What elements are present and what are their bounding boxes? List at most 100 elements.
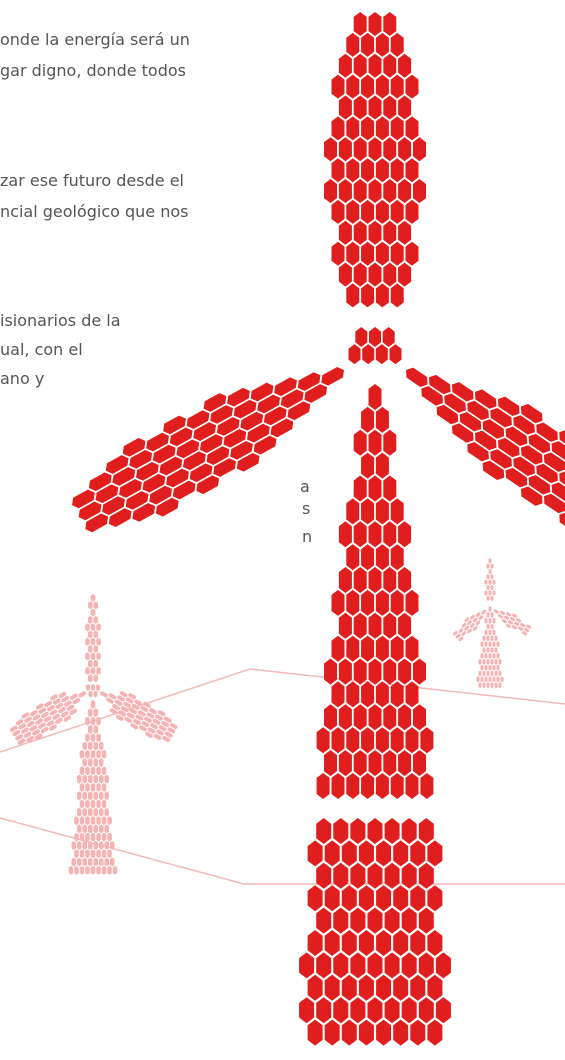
- hexagon: [91, 717, 96, 726]
- hexagon: [410, 975, 425, 1001]
- hexagon: [299, 997, 314, 1023]
- hexagon: [107, 866, 112, 875]
- hexagon: [94, 741, 99, 750]
- hexagon: [369, 613, 382, 639]
- turbine-part: [59, 335, 363, 552]
- hexagon: [489, 629, 492, 635]
- hexagon: [398, 137, 411, 161]
- hexagon: [346, 242, 359, 266]
- hexagon: [308, 885, 323, 911]
- hexagon: [485, 579, 488, 585]
- hexagon: [385, 908, 400, 934]
- hexagon: [359, 975, 374, 1001]
- hexagon: [107, 849, 112, 858]
- hexagon: [332, 590, 345, 616]
- hexagon: [369, 521, 382, 547]
- hexagon: [481, 676, 484, 682]
- hexagon: [376, 116, 389, 140]
- hexagon: [333, 952, 348, 978]
- hexagon: [317, 773, 330, 799]
- hexagon: [361, 498, 374, 524]
- hexagon: [91, 833, 96, 842]
- hexagon: [419, 997, 434, 1023]
- hexagon: [91, 816, 96, 825]
- hexagon: [94, 725, 99, 734]
- paragraph-line: ual, con el: [0, 340, 83, 359]
- turbine-part: [86, 684, 100, 698]
- hexagon: [398, 704, 411, 730]
- hexagon: [495, 647, 498, 653]
- hexagon: [96, 623, 101, 631]
- hexagon: [368, 908, 383, 934]
- hexagon: [493, 590, 496, 596]
- hexagon: [94, 824, 99, 833]
- hexagon: [487, 624, 490, 630]
- hexagon: [96, 652, 101, 660]
- hexagon: [487, 574, 490, 580]
- hexagon: [74, 833, 79, 842]
- hexagon: [376, 773, 389, 799]
- hexagon: [501, 676, 504, 682]
- hexagon: [316, 818, 331, 844]
- hexagon: [487, 659, 490, 665]
- hexagon: [96, 750, 101, 759]
- hexagon: [333, 997, 348, 1023]
- hexagon: [413, 750, 426, 776]
- hexagon: [99, 758, 104, 767]
- hexagon: [339, 567, 352, 593]
- hexagon: [556, 510, 565, 534]
- hexagon: [102, 866, 107, 875]
- hexagon: [354, 750, 367, 776]
- hexagon: [383, 179, 396, 203]
- hexagon: [361, 727, 374, 753]
- hexagon: [393, 975, 408, 1001]
- hexagon: [346, 773, 359, 799]
- hexagon: [406, 727, 419, 753]
- hexagon: [493, 618, 496, 624]
- hexagon: [485, 590, 488, 596]
- hexagon: [410, 930, 425, 956]
- hexagon: [91, 750, 96, 759]
- hexagon: [493, 629, 496, 635]
- hexagon: [107, 833, 112, 842]
- hexagon: [332, 681, 345, 707]
- hexagon: [398, 179, 411, 203]
- hexagon: [398, 221, 411, 245]
- hexagon: [354, 54, 367, 78]
- hexagon: [489, 618, 492, 624]
- hexagon: [391, 242, 404, 266]
- hexagon: [83, 791, 88, 800]
- paragraph-line: isionarios de la: [0, 311, 121, 330]
- hexagon: [361, 200, 374, 224]
- hexagon: [77, 858, 82, 867]
- hexagon: [489, 606, 492, 612]
- hexagon: [316, 908, 331, 934]
- hexagon: [406, 75, 419, 99]
- hexagon: [383, 221, 396, 245]
- hexagon: [398, 96, 411, 120]
- hexagon: [99, 775, 104, 784]
- hexagon: [354, 96, 367, 120]
- hexagon: [354, 12, 367, 36]
- hexagon: [485, 618, 488, 624]
- hexagon: [391, 75, 404, 99]
- hexagon: [485, 653, 488, 659]
- hexagon: [383, 521, 396, 547]
- hexagon: [368, 818, 383, 844]
- hexagon: [72, 858, 77, 867]
- hexagon: [88, 841, 93, 850]
- hexagon: [354, 179, 367, 203]
- hexagon: [91, 638, 96, 646]
- hexagon: [369, 263, 382, 287]
- hexagon: [83, 775, 88, 784]
- hexagon: [376, 885, 391, 911]
- hexagon: [83, 758, 88, 767]
- hexagon: [398, 613, 411, 639]
- hexagon: [85, 766, 90, 775]
- hexagon: [105, 791, 110, 800]
- hexagon: [105, 824, 110, 833]
- hexagon: [346, 158, 359, 182]
- hexagon: [391, 773, 404, 799]
- hexagon: [477, 676, 480, 682]
- hexagon: [99, 858, 104, 867]
